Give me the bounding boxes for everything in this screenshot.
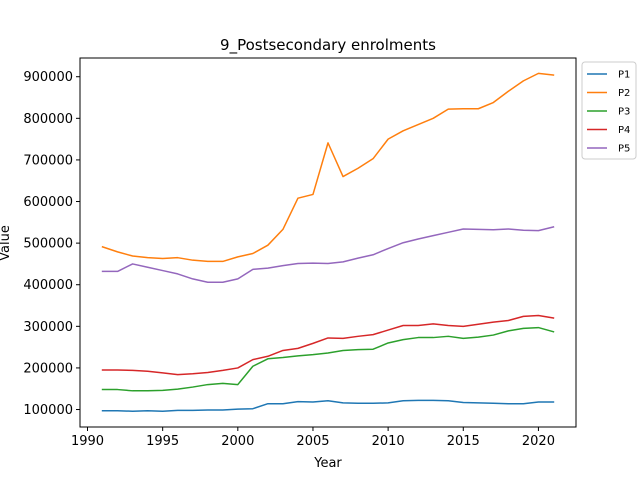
x-tick-label: 1995	[146, 434, 179, 449]
series-line-p2	[101, 72, 555, 263]
y-tick-label: 300000	[23, 320, 73, 335]
legend-label-p1: P1	[618, 70, 630, 81]
y-tick-label: 800000	[23, 112, 73, 127]
x-axis-ticks: 1990 1995 2000 2005 2010 2015 2020	[71, 427, 555, 449]
x-tick-label: 2010	[372, 434, 405, 449]
x-tick-label: 1990	[71, 434, 104, 449]
legend-label-p5: P5	[618, 144, 630, 155]
y-tick-label: 700000	[23, 153, 73, 168]
series-line-p5	[101, 225, 555, 283]
series-line-p3	[101, 326, 555, 392]
legend-label-p2: P2	[618, 88, 630, 99]
y-axis-ticks: 100000 200000 300000 400000 500000 600000 7000…	[23, 70, 80, 418]
y-tick-label: 900000	[23, 70, 73, 85]
y-tick-label: 200000	[23, 361, 73, 376]
legend: P1 P2 P3 P4 P5	[581, 61, 637, 160]
x-tick-label: 2015	[447, 434, 480, 449]
x-tick-label: 2000	[221, 434, 254, 449]
legend-label-p4: P4	[618, 125, 630, 136]
series-line-p4	[101, 314, 555, 376]
axes-frame	[79, 57, 577, 428]
y-tick-label: 600000	[23, 195, 73, 210]
plot-area: 1990 1995 2000 2005 2010 2015 2020 100000 20000…	[23, 57, 577, 449]
series-layer	[101, 72, 555, 412]
legend-items: P1 P2 P3 P4 P5	[587, 70, 630, 155]
y-axis-label: Value	[0, 225, 13, 261]
y-tick-label: 500000	[23, 237, 73, 252]
legend-label-p3: P3	[618, 107, 630, 118]
x-tick-label: 2020	[522, 434, 555, 449]
series-line-p1	[101, 399, 555, 412]
legend-box	[581, 61, 637, 160]
y-tick-label: 400000	[23, 278, 73, 293]
x-axis-label: Year	[313, 456, 342, 471]
chart-title: 9_Postsecondary enrolments	[220, 36, 436, 55]
x-tick-label: 2005	[296, 434, 329, 449]
y-tick-label: 100000	[23, 403, 73, 418]
